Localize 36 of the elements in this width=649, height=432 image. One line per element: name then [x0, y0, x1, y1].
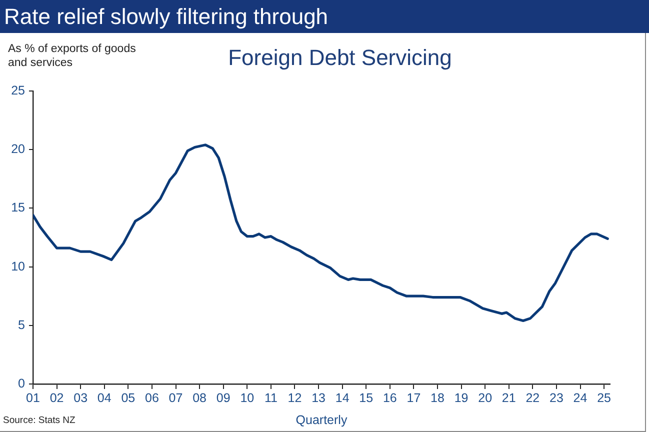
x-tick-label: 23: [550, 390, 564, 405]
x-tick-label: 12: [288, 390, 302, 405]
x-tick-label: 08: [192, 390, 207, 405]
x-tick-label: 11: [264, 390, 278, 405]
source-note: Source: Stats NZ: [3, 415, 76, 426]
x-tick-label: 02: [50, 390, 64, 405]
x-tick-label: 13: [312, 390, 326, 405]
y-axis-title: As % of exports of goods and services: [8, 42, 137, 70]
y-tick-label: 15: [11, 200, 26, 215]
x-tick-label: 20: [478, 390, 492, 405]
chart-subtitle: Foreign Debt Servicing: [227, 45, 453, 71]
x-tick-label: 03: [74, 390, 88, 405]
x-tick-label: 18: [430, 390, 444, 405]
x-tick-label: 17: [406, 390, 421, 405]
x-tick-label: 06: [145, 390, 159, 405]
x-tick-label: 04: [97, 390, 112, 405]
x-tick-label: 19: [454, 390, 468, 405]
x-tick-label: 05: [121, 390, 136, 405]
x-tick-label: 07: [168, 390, 183, 405]
chart-title: Rate relief slowly filtering through: [0, 0, 649, 33]
x-tick-label: 01: [26, 390, 40, 405]
y-tick-label: 5: [18, 318, 26, 332]
x-tick-label: 25: [597, 390, 612, 405]
y-tick-label: 25: [11, 83, 26, 98]
x-tick-label: 22: [526, 390, 540, 405]
x-tick-label: 15: [359, 390, 374, 405]
x-tick-label: 21: [502, 390, 516, 405]
x-tick-label: 16: [382, 390, 397, 405]
x-tick-label: 10: [240, 390, 254, 405]
x-tick-label: 14: [335, 390, 350, 405]
y-tick-label: 0: [18, 376, 26, 390]
y-tick-label: 20: [11, 142, 26, 156]
y-tick-label: 10: [11, 259, 26, 274]
x-tick-label: 24: [573, 390, 588, 405]
x-tick-label: 09: [216, 390, 230, 405]
x-axis-title: Quarterly: [296, 412, 348, 427]
